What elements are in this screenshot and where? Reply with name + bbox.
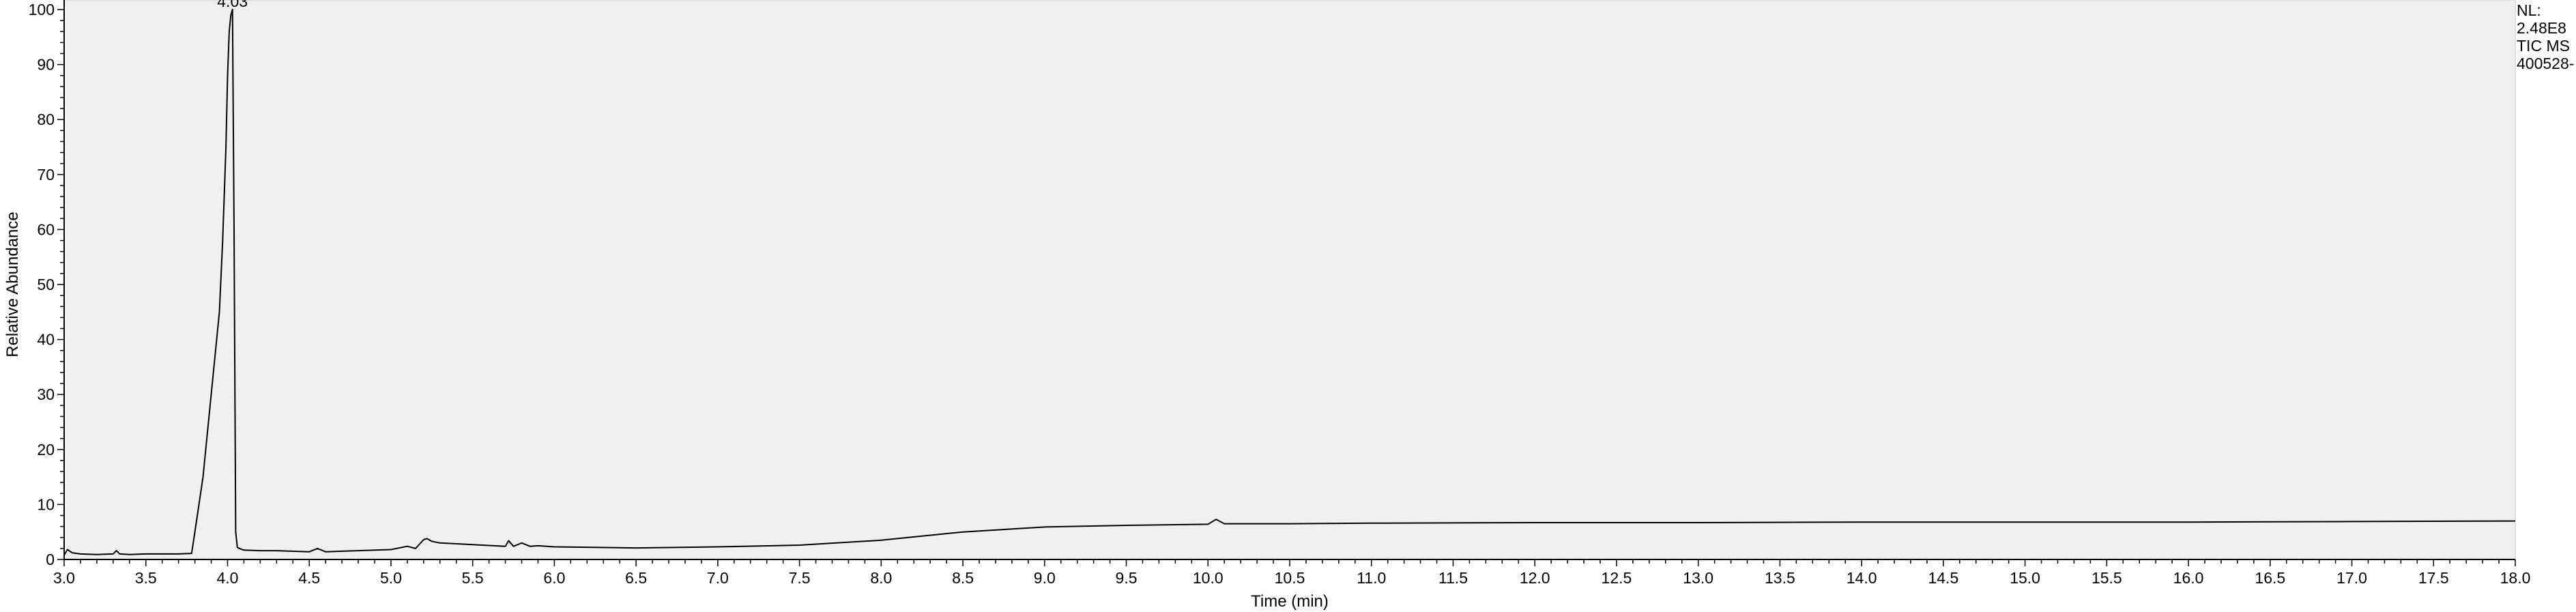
- x-tick-label: 12.5: [1602, 569, 1632, 587]
- x-tick-label: 5.0: [380, 569, 402, 587]
- x-tick-label: 15.5: [2092, 569, 2122, 587]
- x-tick-label: 9.0: [1034, 569, 1056, 587]
- x-tick-label: 7.5: [789, 569, 811, 587]
- peak-annotations: 4.03: [217, 0, 248, 10]
- x-tick-label: 10.5: [1275, 569, 1305, 587]
- x-axis-title: Time (min): [1251, 592, 1329, 611]
- y-tick-label: 30: [37, 385, 55, 403]
- info-scan-type: TIC MS: [2517, 37, 2570, 55]
- x-tick-label: 11.0: [1357, 569, 1386, 587]
- x-tick-label: 5.5: [462, 569, 484, 587]
- y-tick-label: 90: [37, 56, 55, 74]
- x-tick-label: 7.0: [707, 569, 729, 587]
- x-tick-label: 18.0: [2500, 569, 2531, 587]
- x-tick-label: 8.5: [952, 569, 974, 587]
- y-axis-title: Relative Abundance: [3, 212, 22, 358]
- x-tick-label: 14.5: [1928, 569, 1958, 587]
- y-tick-label: 20: [37, 441, 55, 458]
- y-tick-label: 0: [46, 551, 55, 568]
- tic-trace-line: [63, 9, 2516, 556]
- y-tick-label: 10: [37, 495, 55, 513]
- x-axis-ticks: 3.0 3.5 4.0 4.5 5.0 5.5 6.0 6.5 7.0 7.5 8.0 8.5 9.0 9…: [53, 559, 2530, 587]
- plot-area: [63, 0, 2516, 560]
- y-tick-label: 80: [37, 111, 55, 128]
- x-tick-label: 3.0: [53, 569, 75, 587]
- info-file-name: 400528-: [2517, 55, 2575, 72]
- x-tick-label: 3.5: [135, 569, 157, 587]
- y-tick-label: 100: [29, 1, 55, 18]
- y-tick-label: 70: [37, 166, 55, 184]
- y-tick-label: 60: [37, 220, 55, 238]
- x-tick-label: 13.5: [1765, 569, 1795, 587]
- y-tick-label: 50: [37, 276, 55, 293]
- x-tick-label: 8.0: [870, 569, 892, 587]
- x-tick-label: 6.0: [543, 569, 565, 587]
- x-tick-label: 16.5: [2255, 569, 2285, 587]
- x-tick-label: 15.0: [2010, 569, 2040, 587]
- x-tick-label: 17.5: [2418, 569, 2449, 587]
- y-tick-label: 40: [37, 331, 55, 349]
- x-tick-label: 11.5: [1438, 569, 1468, 587]
- x-tick-label: 10.0: [1193, 569, 1224, 587]
- x-tick-label: 13.0: [1683, 569, 1713, 587]
- info-nl-label: NL:: [2517, 1, 2541, 19]
- peak-label: 4.03: [217, 0, 248, 10]
- y-axis-ticks: 0 10 20 30 40 50 60 70 80 90 100: [29, 1, 64, 568]
- x-tick-label: 14.0: [1847, 569, 1877, 587]
- x-tick-label: 4.0: [216, 569, 238, 587]
- x-tick-label: 12.0: [1520, 569, 1550, 587]
- info-nl-value: 2.48E8: [2517, 19, 2566, 37]
- x-tick-label: 17.0: [2336, 569, 2367, 587]
- x-tick-label: 4.5: [298, 569, 320, 587]
- x-tick-label: 6.5: [625, 569, 647, 587]
- x-tick-label: 16.0: [2173, 569, 2204, 587]
- x-tick-label: 9.5: [1116, 569, 1138, 587]
